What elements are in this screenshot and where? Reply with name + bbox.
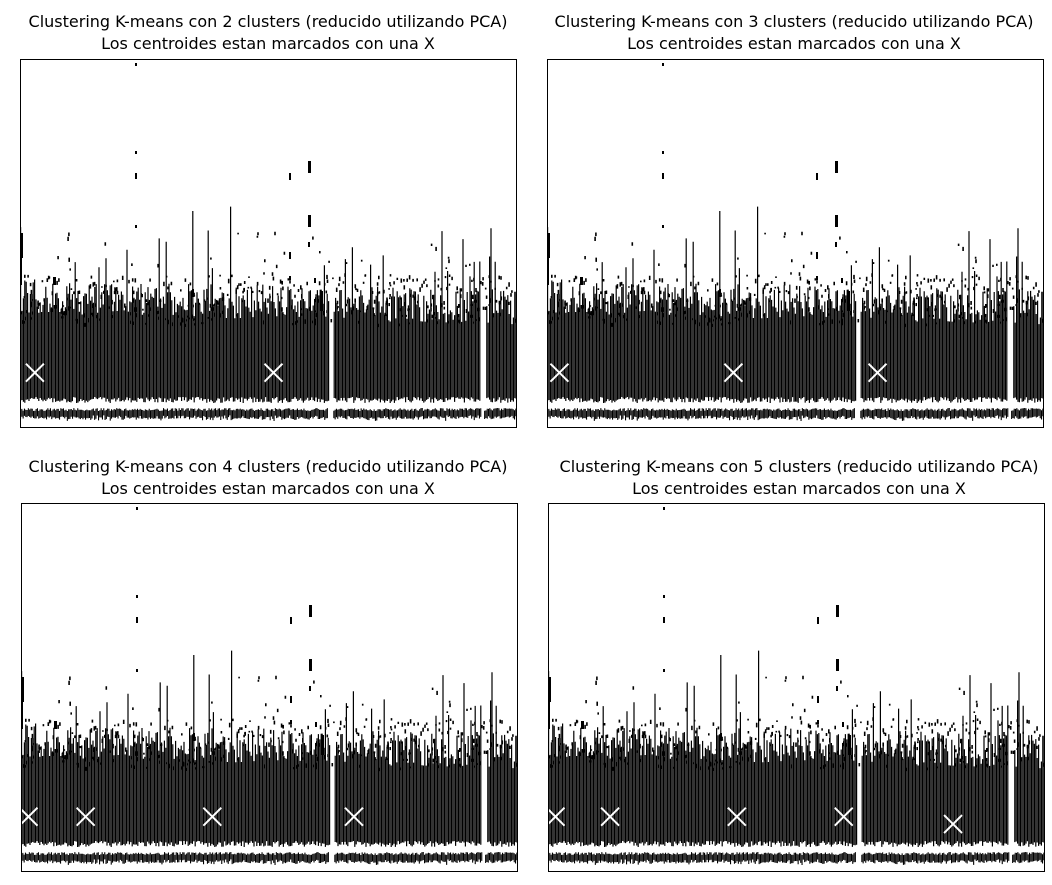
chart-panel-4: Clustering K-means con 5 clusters (reduc… [526, 444, 1052, 884]
chart-title-line-2: Clustering K-means con 3 clusters (reduc… [554, 12, 1034, 31]
axes-frame [548, 503, 1045, 872]
data-points [20, 63, 517, 421]
centroid-marker-2 [723, 362, 744, 383]
centroid-marker-2 [75, 806, 96, 827]
scatter-plot-4 [548, 503, 1045, 872]
centroid-marker-2 [600, 806, 620, 827]
centroid-marker-2 [263, 362, 284, 383]
chart-panel-1: Clustering K-means con 2 clusters (reduc… [0, 0, 536, 440]
data-points [547, 63, 1044, 421]
axes-frame [547, 59, 1044, 428]
scatter-plot-1 [20, 59, 517, 428]
axes-frame [20, 59, 517, 428]
scatter-plot-3 [21, 503, 518, 872]
centroid-marker-5 [943, 814, 963, 834]
chart-title-line-1: Clustering K-means con 2 clusters (reduc… [28, 12, 508, 31]
chart-title-4: Clustering K-means con 5 clusters (reduc… [526, 456, 1052, 500]
centroid-marker-1 [548, 806, 566, 827]
scatter-plot-2 [547, 59, 1044, 428]
chart-subtitle-3: Los centroides estan marcados con una X [101, 479, 435, 498]
data-points [548, 507, 1045, 865]
centroid-marker-4 [834, 806, 854, 827]
centroid-marker-1 [25, 362, 45, 383]
centroid-marker-3 [727, 806, 747, 827]
chart-title-2: Clustering K-means con 3 clusters (reduc… [526, 11, 1052, 55]
centroid-marker-1 [549, 362, 570, 383]
chart-panel-2: Clustering K-means con 3 clusters (reduc… [526, 0, 1052, 440]
chart-panel-3: Clustering K-means con 4 clusters (reduc… [0, 444, 536, 884]
centroid-marker-3 [867, 362, 888, 383]
chart-subtitle-4: Los centroides estan marcados con una X [632, 479, 966, 498]
data-points [21, 507, 518, 865]
chart-subtitle-2: Los centroides estan marcados con una X [627, 34, 961, 53]
chart-title-line-3: Clustering K-means con 4 clusters (reduc… [28, 457, 508, 476]
axes-frame [21, 503, 518, 872]
chart-title-1: Clustering K-means con 2 clusters (reduc… [0, 11, 536, 55]
chart-subtitle-1: Los centroides estan marcados con una X [101, 34, 435, 53]
chart-title-line-4: Clustering K-means con 5 clusters (reduc… [559, 457, 1039, 476]
chart-title-3: Clustering K-means con 4 clusters (reduc… [0, 456, 536, 500]
centroid-marker-1 [21, 806, 39, 827]
centroid-marker-3 [202, 806, 223, 827]
centroid-marker-4 [344, 806, 364, 827]
